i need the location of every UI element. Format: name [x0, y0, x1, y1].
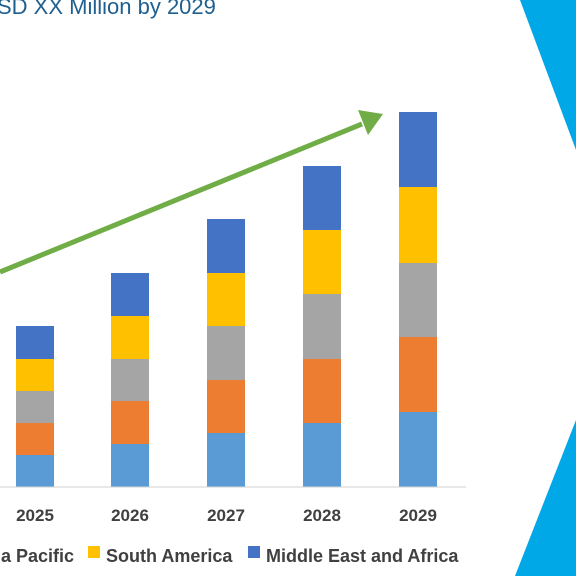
bar-segment-2025-s5	[16, 326, 54, 359]
bar-segment-2025-s0	[16, 455, 54, 487]
legend-label-asia-pacific: ia Pacific	[0, 546, 74, 566]
x-tick-label-2025: 2025	[16, 506, 54, 525]
bar-segment-2027-s5	[207, 219, 245, 273]
legend-label-south-america: South America	[106, 546, 233, 566]
x-tick-label-2027: 2027	[207, 506, 245, 525]
bar-segment-2025-s2	[16, 391, 54, 423]
bar-segment-2029-s3	[399, 187, 437, 263]
chart-title: SD XX Million by 2029	[0, 0, 216, 19]
legend-label-middle-east-africa: Middle East and Africa	[266, 546, 459, 566]
bar-segment-2026-s0	[111, 444, 149, 487]
bar-segment-2026-s2	[111, 359, 149, 401]
bar-segment-2028-s1	[303, 359, 341, 423]
legend-swatch-middle-east-africa	[248, 546, 260, 558]
bar-segment-2029-s1	[399, 337, 437, 412]
bar-segment-2027-s2	[207, 326, 245, 380]
x-tick-label-2028: 2028	[303, 506, 341, 525]
bar-segment-2029-s2	[399, 263, 437, 337]
bar-segment-2025-s3	[16, 359, 54, 391]
trend-arrow	[0, 110, 383, 275]
bar-segment-2027-s0	[207, 433, 245, 487]
bar-segment-2027-s1	[207, 380, 245, 433]
bar-segment-2028-s3	[303, 230, 341, 294]
bar-segment-2029-s5	[399, 112, 437, 187]
x-tick-label-2029: 2029	[399, 506, 437, 525]
x-tick-labels: 2025 2026 2027 2028 2029	[16, 506, 437, 525]
bar-segment-2028-s0	[303, 423, 341, 487]
bars-group	[16, 112, 437, 487]
bar-segment-2026-s3	[111, 316, 149, 359]
bar-segment-2029-s0	[399, 412, 437, 487]
legend-swatch-south-america	[88, 546, 100, 558]
legend: ia Pacific South America Middle East and…	[0, 546, 459, 566]
bar-segment-2026-s1	[111, 401, 149, 444]
trend-arrow-line	[0, 121, 363, 275]
bar-segment-2025-s1	[16, 423, 54, 455]
bar-segment-2028-s2	[303, 294, 341, 359]
x-tick-label-2026: 2026	[111, 506, 149, 525]
bar-segment-2026-s5	[111, 273, 149, 316]
bar-segment-2027-s3	[207, 273, 245, 326]
trend-arrow-head	[358, 110, 383, 135]
decorative-blue-shape	[515, 0, 576, 576]
bar-segment-2028-s5	[303, 166, 341, 230]
